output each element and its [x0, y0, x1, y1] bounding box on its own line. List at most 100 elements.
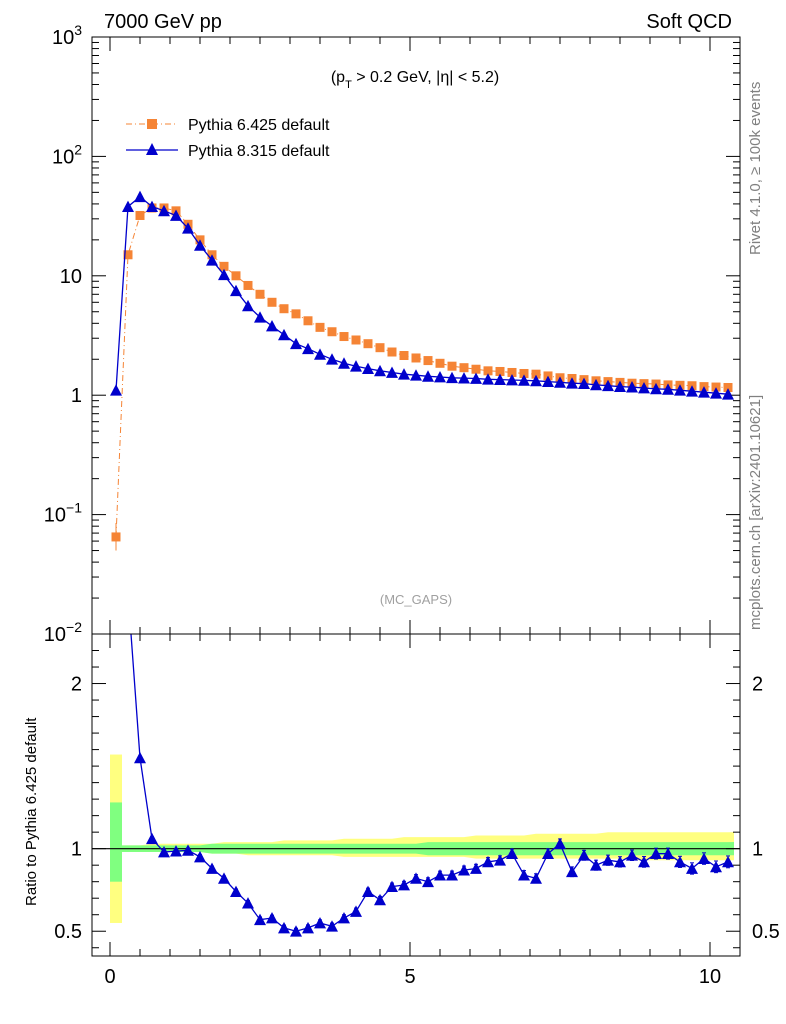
ratio-panel: 0 5 10 0.5 0.5 1 1 2 2	[54, 587, 780, 988]
data-point-ratio	[674, 855, 686, 868]
data-point-pythia8	[686, 385, 698, 397]
data-point-ratio	[494, 854, 506, 866]
data-point-pythia8	[662, 383, 674, 395]
legend-marker-triangle	[146, 143, 158, 155]
ratio-y-tick-label-right: 1	[752, 839, 763, 861]
data-point-pythia8	[638, 381, 650, 394]
data-point-ratio	[254, 913, 266, 926]
data-point-pythia8	[350, 360, 362, 372]
data-point-pythia8	[158, 204, 170, 217]
ratio-y-tick-label-left: 2	[71, 674, 82, 696]
data-point-pythia8	[578, 377, 590, 390]
data-point-pythia8	[278, 328, 290, 341]
data-point-pythia8	[446, 371, 458, 384]
data-point-pythia6	[495, 366, 505, 376]
data-point-ratio	[278, 921, 290, 934]
data-point-ratio	[194, 850, 206, 863]
data-point-pythia8	[566, 377, 578, 389]
ratio-x-tick-label: 10	[699, 966, 721, 988]
data-point-pythia6	[339, 332, 349, 342]
data-point-ratio	[230, 885, 242, 897]
data-point-pythia8	[626, 381, 638, 393]
data-point-pythia8	[590, 378, 602, 391]
data-point-pythia8	[182, 222, 194, 234]
data-point-pythia8	[242, 299, 254, 312]
data-point-pythia8	[266, 319, 278, 332]
data-point-ratio	[398, 878, 410, 891]
series-line-pythia6	[115, 207, 729, 537]
data-point-ratio	[458, 864, 470, 876]
data-point-ratio	[350, 905, 362, 917]
data-point-pythia8	[146, 200, 158, 212]
data-point-ratio	[530, 872, 542, 884]
data-point-pythia8	[386, 366, 398, 378]
data-point-pythia6	[255, 289, 265, 299]
data-point-pythia6	[423, 356, 433, 366]
data-point-ratio	[290, 925, 302, 937]
main-y-tick-label: 102	[52, 141, 82, 168]
data-point-pythia6	[483, 366, 493, 376]
data-point-pythia6	[231, 271, 241, 281]
data-point-pythia8	[290, 337, 302, 350]
series-line-ratio	[130, 634, 729, 932]
data-point-pythia6	[519, 368, 529, 378]
data-point-pythia8	[530, 374, 542, 387]
data-point-pythia6	[267, 297, 277, 307]
data-point-pythia8	[302, 342, 314, 355]
data-point-pythia6	[447, 361, 457, 371]
data-point-pythia8	[470, 372, 482, 384]
data-point-pythia6	[279, 304, 289, 314]
side-label-bottom: mcplots.cern.ch [arXiv:2401.10621]	[747, 395, 764, 630]
data-point-pythia8	[554, 376, 566, 388]
ratio-x-tick-label: 0	[104, 966, 115, 988]
data-point-pythia8	[458, 372, 470, 384]
legend: Pythia 6.425 default Pythia 8.315 defaul…	[126, 117, 330, 160]
data-point-pythia8	[194, 239, 206, 251]
main-panel: 10−2 10−1 1 10 102 103	[44, 22, 740, 646]
main-y-tick-label: 1	[71, 385, 82, 407]
data-point-ratio	[434, 869, 446, 881]
data-point-ratio	[170, 845, 182, 857]
data-point-pythia6	[135, 210, 145, 220]
data-point-pythia8	[698, 386, 710, 398]
header-right-title: Soft QCD	[646, 11, 732, 33]
data-point-ratio	[518, 869, 530, 881]
data-point-ratio	[374, 893, 386, 906]
main-y-tick-label: 103	[52, 22, 82, 49]
data-point-pythia8	[206, 254, 218, 266]
data-point-ratio	[638, 855, 650, 868]
ratio-plot-frame	[91, 633, 741, 957]
data-point-ratio	[314, 916, 326, 929]
data-point-pythia8	[122, 200, 134, 212]
data-point-pythia8	[434, 371, 446, 383]
data-point-ratio	[338, 912, 350, 924]
data-point-ratio	[686, 862, 698, 874]
data-point-pythia6	[315, 322, 325, 332]
data-point-pythia6	[219, 261, 229, 271]
data-point-pythia6	[723, 383, 733, 393]
data-point-pythia8	[482, 373, 494, 385]
data-point-pythia8	[134, 190, 146, 203]
data-point-ratio	[122, 587, 134, 598]
legend-entry-pythia6: Pythia 6.425 default	[126, 117, 330, 134]
data-point-pythia8	[506, 374, 518, 386]
data-point-pythia6	[387, 347, 397, 357]
data-point-ratio	[650, 847, 662, 860]
data-point-pythia8	[422, 370, 434, 382]
data-point-ratio	[470, 862, 482, 874]
data-point-pythia8	[518, 374, 530, 386]
data-point-pythia8	[722, 388, 734, 400]
data-point-pythia8	[110, 384, 122, 396]
main-y-tick-label: 10−1	[44, 500, 82, 527]
data-point-ratio	[698, 852, 710, 864]
data-point-ratio	[614, 855, 626, 868]
data-point-pythia8	[170, 209, 182, 221]
side-label-top: Rivet 4.1.0, ≥ 100k events	[747, 82, 764, 255]
data-point-pythia8	[710, 387, 722, 399]
ratio-y-axis-label: Ratio to Pythia 6.425 default	[23, 717, 40, 906]
data-point-ratio	[590, 859, 602, 871]
data-point-ratio	[158, 845, 170, 858]
data-point-pythia8	[362, 362, 374, 375]
data-point-ratio	[602, 854, 614, 866]
data-point-pythia6	[375, 343, 385, 353]
